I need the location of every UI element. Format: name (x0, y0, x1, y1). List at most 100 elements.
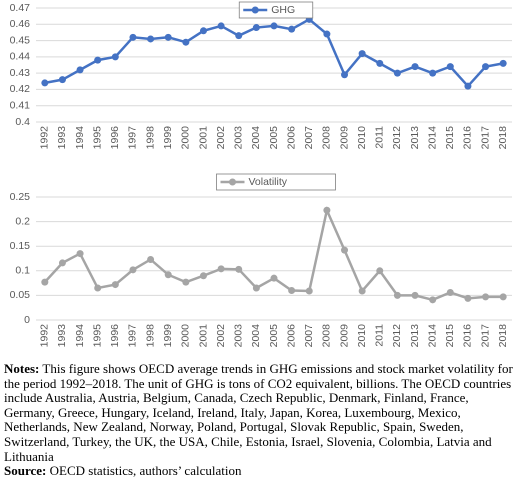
x-tick-label: 2004 (250, 324, 262, 348)
x-tick-label: 2005 (268, 324, 280, 348)
x-tick-label: 2008 (321, 324, 333, 348)
x-tick-label: 2000 (180, 324, 192, 348)
x-tick-label: 1993 (56, 126, 68, 150)
point (464, 294, 472, 302)
y-tick-label: 0.2 (15, 215, 30, 227)
point (217, 22, 225, 30)
y-tick-label: 0.42 (10, 83, 31, 95)
y-tick-label: 0.47 (10, 2, 31, 14)
x-tick-label: 2015 (444, 126, 456, 150)
x-tick-label: 1996 (109, 324, 121, 348)
x-tick-label: 1997 (127, 126, 139, 150)
source: Source: OECD statistics, authors’ calcul… (4, 463, 516, 479)
point (270, 22, 278, 30)
y-tick-label: 0.46 (10, 18, 31, 30)
x-tick-label: 2004 (250, 126, 262, 150)
x-tick-label: 2017 (479, 126, 491, 150)
point (482, 293, 490, 301)
x-tick-label: 2001 (197, 126, 209, 150)
x-tick-label: 2000 (180, 126, 192, 150)
point (323, 206, 331, 214)
x-tick-label: 1998 (144, 126, 156, 150)
point (446, 288, 454, 296)
x-tick-label: 2009 (338, 324, 350, 348)
source-text: OECD statistics, authors’ calculation (49, 463, 242, 479)
x-tick-label: 2012 (391, 324, 403, 348)
point (341, 71, 349, 79)
point (199, 272, 207, 280)
y-tick-label: 0.43 (10, 67, 31, 79)
x-tick-label: 2015 (444, 324, 456, 348)
point (129, 266, 137, 274)
x-tick-label: 2016 (462, 324, 474, 348)
y-tick-label: 0.15 (10, 240, 31, 252)
x-tick-label: 1994 (74, 126, 86, 150)
point (182, 38, 190, 46)
x-tick-label: 1997 (127, 324, 139, 348)
point (499, 59, 507, 67)
x-tick-label: 2005 (268, 126, 280, 150)
x-tick-label: 1996 (109, 126, 121, 150)
x-tick-label: 2002 (215, 324, 227, 348)
x-tick-label: 2010 (356, 126, 368, 150)
source-label: Source: (4, 463, 47, 479)
point (252, 284, 260, 292)
x-tick-label: 2003 (233, 126, 245, 150)
x-tick-label: 2018 (497, 324, 509, 348)
x-tick-label: 2013 (409, 126, 421, 150)
point (235, 265, 243, 273)
point (94, 284, 102, 292)
point (482, 63, 490, 71)
point (393, 291, 401, 299)
legend-label: Volatility (249, 176, 288, 188)
point (429, 296, 437, 304)
point (411, 63, 419, 71)
point (41, 278, 49, 286)
point (182, 278, 190, 286)
point (305, 287, 313, 295)
point (499, 293, 507, 301)
y-tick-label: 0 (24, 314, 30, 326)
point (76, 66, 84, 74)
x-tick-label: 1995 (91, 324, 103, 348)
x-tick-label: 1995 (91, 126, 103, 150)
x-tick-label: 2009 (338, 126, 350, 150)
x-tick-label: 2011 (374, 126, 386, 149)
point (358, 287, 366, 295)
x-tick-label: 2011 (374, 324, 386, 347)
point (111, 53, 119, 61)
point (129, 33, 137, 41)
point (358, 50, 366, 58)
x-tick-label: 2006 (285, 126, 297, 150)
legend-marker (229, 178, 236, 186)
x-tick-label: 1992 (39, 126, 51, 150)
y-tick-label: 0.45 (10, 34, 31, 46)
point (446, 63, 454, 71)
x-tick-label: 2013 (409, 324, 421, 348)
point (76, 250, 84, 258)
point (376, 267, 384, 275)
x-tick-label: 2007 (303, 126, 315, 150)
x-tick-label: 2017 (479, 324, 491, 348)
point (217, 265, 225, 273)
point (393, 69, 401, 77)
point (235, 32, 243, 40)
y-tick-label: 0.05 (10, 289, 31, 301)
x-tick-label: 2007 (303, 324, 315, 348)
x-tick-label: 2001 (197, 324, 209, 348)
point (147, 255, 155, 263)
x-tick-label: 1999 (162, 324, 174, 348)
x-tick-label: 2012 (391, 126, 403, 150)
x-tick-label: 2014 (426, 324, 438, 348)
point (164, 271, 172, 279)
notes-block: Notes: This figure shows OECD average tr… (4, 361, 516, 479)
x-tick-label: 2006 (285, 324, 297, 348)
legend-box (216, 173, 336, 191)
point (341, 246, 349, 254)
point (41, 79, 49, 87)
legend-label: GHG (271, 4, 295, 16)
x-tick-label: 2008 (321, 126, 333, 150)
point (464, 82, 472, 90)
x-tick-label: 2010 (356, 324, 368, 348)
notes: Notes: This figure shows OECD average tr… (4, 361, 516, 464)
